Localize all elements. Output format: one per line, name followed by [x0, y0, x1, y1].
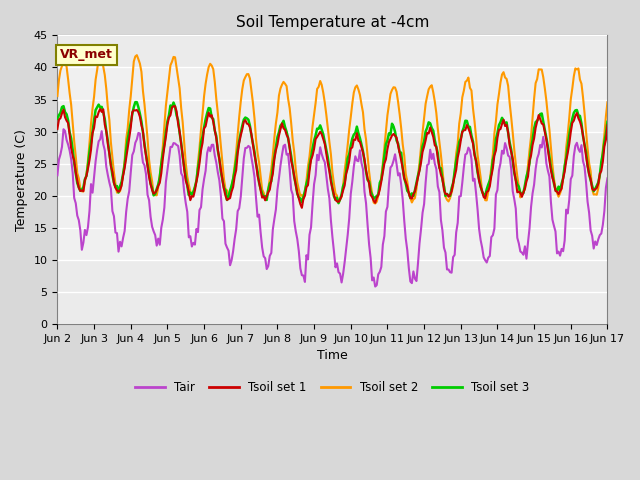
Tsoil set 2	[371, 201, 379, 206]
Text: VR_met: VR_met	[60, 48, 113, 61]
Tsoil set 2	[54, 93, 61, 99]
Bar	[58, 36, 607, 67]
Tsoil set 1	[298, 205, 306, 211]
Tsoil set 3	[335, 200, 342, 206]
Tsoil set 1	[370, 198, 378, 204]
Tsoil set 1	[540, 121, 547, 127]
Tsoil set 3	[370, 196, 378, 202]
Tsoil set 3	[157, 161, 165, 167]
Tair	[368, 277, 376, 283]
Line: Tair: Tair	[58, 129, 607, 287]
Tsoil set 1	[401, 175, 408, 181]
Tsoil set 3	[401, 175, 408, 181]
Bar	[58, 260, 607, 324]
Tair	[401, 217, 408, 223]
Tair	[60, 126, 67, 132]
Tair	[70, 195, 78, 201]
Bar	[58, 132, 607, 196]
Tair	[371, 284, 379, 289]
Tair	[157, 225, 165, 230]
Tsoil set 3	[540, 119, 547, 124]
Tsoil set 2	[69, 120, 77, 126]
Tsoil set 3	[388, 121, 396, 127]
Line: Tsoil set 1: Tsoil set 1	[58, 106, 607, 208]
Tsoil set 3	[131, 99, 139, 105]
Tsoil set 2	[133, 52, 141, 58]
Tsoil set 2	[540, 74, 547, 80]
Tsoil set 2	[401, 153, 408, 158]
Tsoil set 1	[156, 180, 164, 186]
X-axis label: Time: Time	[317, 349, 348, 362]
Tsoil set 1	[170, 103, 177, 109]
Y-axis label: Temperature (C): Temperature (C)	[15, 129, 28, 231]
Tsoil set 2	[604, 99, 611, 105]
Tsoil set 1	[54, 126, 61, 132]
Tsoil set 1	[388, 132, 396, 138]
Line: Tsoil set 3: Tsoil set 3	[58, 102, 607, 203]
Tsoil set 2	[368, 191, 376, 196]
Tair	[388, 163, 396, 168]
Title: Soil Temperature at -4cm: Soil Temperature at -4cm	[236, 15, 429, 30]
Tair	[54, 172, 61, 178]
Tsoil set 3	[604, 119, 611, 125]
Tsoil set 1	[69, 153, 77, 159]
Line: Tsoil set 2: Tsoil set 2	[58, 55, 607, 204]
Tair	[540, 134, 547, 140]
Legend: Tair, Tsoil set 1, Tsoil set 2, Tsoil set 3: Tair, Tsoil set 1, Tsoil set 2, Tsoil se…	[131, 377, 534, 399]
Tsoil set 2	[388, 87, 396, 93]
Tsoil set 3	[54, 116, 61, 121]
Tair	[604, 175, 611, 181]
Tsoil set 3	[69, 147, 77, 153]
Tsoil set 2	[157, 159, 165, 165]
Tsoil set 1	[604, 122, 611, 128]
